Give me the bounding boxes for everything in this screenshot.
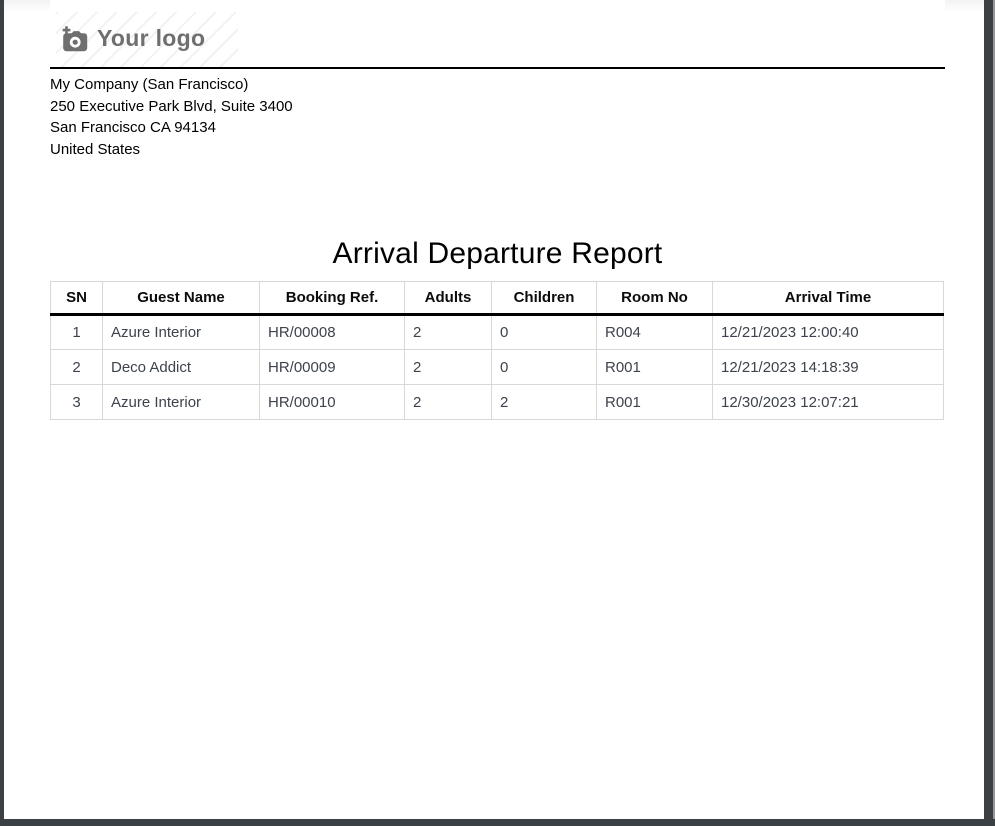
column-header: SN [50,281,103,316]
table-cell: Azure Interior [102,384,260,420]
logo-text: Your logo [97,25,206,51]
table-cell: HR/00009 [259,349,405,385]
column-header: Adults [404,281,492,316]
table-body: 1 Azure Interior HR/00008 2 0 R004 12/21/2023 … [50,314,944,420]
arrival-departure-table: SN Guest Name Booking Ref. Adults Children Ro… [50,281,944,420]
table-cell: 12/21/2023 14:18:39 [712,349,944,385]
table-cell: 12/30/2023 12:07:21 [712,384,944,420]
table-header: SN Guest Name Booking Ref. Adults Children Ro… [50,281,944,316]
table-row: 3 Azure Interior HR/00010 2 2 R001 12/30/2023 … [50,384,944,420]
company-name: My Company (San Francisco) [50,76,249,93]
table-cell: 3 [50,384,103,420]
camera-plus-icon [61,25,88,52]
table-cell: R001 [596,384,713,420]
table-cell: HR/00008 [259,314,405,350]
table-cell: HR/00010 [259,384,405,420]
table-cell: Deco Addict [102,349,260,385]
table-cell: R001 [596,349,713,385]
table-cell: 2 [50,349,103,385]
column-header: Guest Name [102,281,260,316]
table-cell: 0 [491,349,597,385]
company-address: My Company (San Francisco) 250 Executive… [50,74,945,160]
table-row: 2 Deco Addict HR/00009 2 0 R001 12/21/2023 14:… [50,349,944,385]
company-city: San Francisco CA 94134 [50,119,216,136]
table-cell: Azure Interior [102,314,260,350]
column-header: Booking Ref. [259,281,405,316]
company-logo-placeholder: Your logo [50,12,945,67]
column-header: Room No [596,281,713,316]
table-cell: 1 [50,314,103,350]
company-country: United States [50,140,141,158]
table-cell: 2 [404,384,492,420]
header-divider [50,67,945,69]
table-cell: 2 [404,314,492,350]
viewer-frame-left [0,0,4,826]
table-cell: R004 [596,314,713,350]
table-cell: 0 [491,314,597,350]
viewer-frame-bottom [0,819,995,826]
table-cell: 12/21/2023 12:00:40 [712,314,944,350]
company-street: 250 Executive Park Blvd, Suite 3400 [50,97,293,115]
report-title: Arrival Departure Report [332,237,663,270]
report-document: Your logo My Company (San Francisco) 250… [50,0,945,819]
table-header-row: SN Guest Name Booking Ref. Adults Children Ro… [50,281,944,316]
column-header: Children [491,281,597,316]
table-row: 1 Azure Interior HR/00008 2 0 R004 12/21/2023 … [50,314,944,350]
table-cell: 2 [404,349,492,385]
column-header: Arrival Time [712,281,944,316]
viewer-scrollbar-edge [993,0,995,819]
table-cell: 2 [491,384,597,420]
viewer-frame-right [984,0,995,826]
